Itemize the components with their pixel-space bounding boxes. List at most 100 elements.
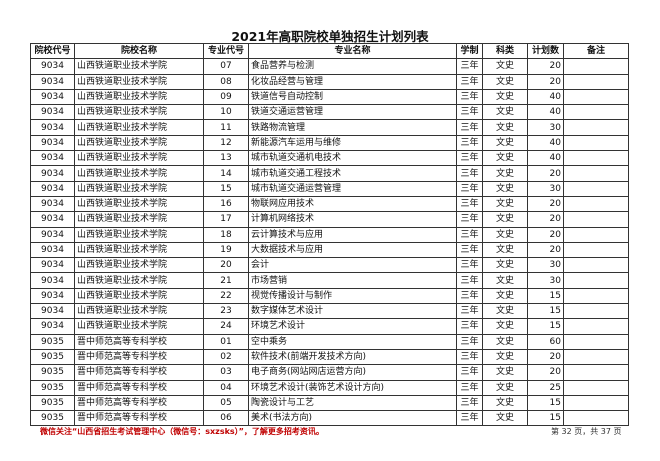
cell-school-code: 9034 [30,287,75,305]
table-row: 9034 山西铁道职业技术学院 21 市场营销 三年 文史 30 [30,272,629,289]
cell-school-code: 9034 [30,119,75,136]
cell-school-name: 山西铁道职业技术学院 [74,88,204,106]
cell-school-name: 山西铁道职业技术学院 [74,150,204,167]
cell-major-name: 物联网应用技术 [248,195,457,213]
cell-school-code: 9034 [30,241,75,259]
cell-major-name: 视觉传播设计与制作 [248,287,457,305]
cell-quota: 15 [527,318,564,335]
cell-duration: 三年 [456,257,483,274]
cell-school-name: 山西铁道职业技术学院 [74,287,204,305]
table-row: 9034 山西铁道职业技术学院 14 城市轨道交通工程技术 三年 文史 20 [30,165,629,182]
cell-duration: 三年 [456,165,483,182]
header-remarks: 备注 [563,42,629,60]
cell-category: 文史 [482,119,528,136]
cell-major-name: 环境艺术设计(装饰艺术设计方向) [248,379,457,396]
cell-major-name: 云计算技术与应用 [248,226,457,243]
cell-category: 文史 [482,165,528,182]
cell-school-code: 9034 [30,211,75,228]
cell-school-name: 山西铁道职业技术学院 [74,318,204,335]
cell-remarks [563,394,629,412]
header-category: 科类 [482,42,528,60]
cell-category: 文史 [482,287,528,305]
cell-school-code: 9035 [30,333,75,350]
cell-remarks [563,318,629,335]
table-row: 9035 晋中师范高等专科学校 05 陶瓷设计与工艺 三年 文史 15 [30,394,629,412]
table-row: 9034 山西铁道职业技术学院 19 大数据技术与应用 三年 文史 20 [30,241,629,259]
cell-remarks [563,150,629,167]
cell-school-name: 晋中师范高等专科学校 [74,333,204,350]
cell-category: 文史 [482,88,528,106]
cell-school-code: 9034 [30,165,75,182]
cell-duration: 三年 [456,410,483,427]
cell-major-name: 市场营销 [248,272,457,289]
table-row: 9034 山西铁道职业技术学院 11 铁路物流管理 三年 文史 30 [30,119,629,136]
cell-remarks [563,88,629,106]
cell-duration: 三年 [456,104,483,121]
cell-major-code: 15 [203,180,249,197]
cell-major-name: 新能源汽车运用与维修 [248,134,457,152]
table-row: 9034 山西铁道职业技术学院 22 视觉传播设计与制作 三年 文史 15 [30,287,629,305]
cell-category: 文史 [482,195,528,213]
table-row: 9034 山西铁道职业技术学院 08 化妆品经营与管理 三年 文史 20 [30,73,629,90]
cell-quota: 20 [527,364,564,381]
cell-quota: 20 [527,58,564,75]
cell-duration: 三年 [456,333,483,350]
cell-major-code: 01 [203,333,249,350]
cell-quota: 40 [527,150,564,167]
cell-school-name: 山西铁道职业技术学院 [74,226,204,243]
cell-school-code: 9034 [30,318,75,335]
cell-duration: 三年 [456,303,483,320]
cell-major-code: 21 [203,272,249,289]
cell-duration: 三年 [456,211,483,228]
cell-duration: 三年 [456,348,483,366]
header-duration: 学制 [456,42,483,60]
cell-duration: 三年 [456,195,483,213]
cell-school-name: 山西铁道职业技术学院 [74,104,204,121]
cell-remarks [563,410,629,427]
cell-quota: 20 [527,195,564,213]
cell-quota: 20 [527,241,564,259]
cell-school-name: 山西铁道职业技术学院 [74,134,204,152]
cell-major-code: 12 [203,134,249,152]
header-school-name: 院校名称 [74,42,204,60]
cell-quota: 20 [527,165,564,182]
cell-school-code: 9035 [30,348,75,366]
table-row: 9034 山西铁道职业技术学院 12 新能源汽车运用与维修 三年 文史 40 [30,134,629,152]
cell-school-code: 9034 [30,88,75,106]
cell-quota: 40 [527,134,564,152]
cell-category: 文史 [482,180,528,197]
cell-remarks [563,379,629,396]
cell-duration: 三年 [456,318,483,335]
cell-school-code: 9034 [30,226,75,243]
cell-major-code: 08 [203,73,249,90]
cell-category: 文史 [482,348,528,366]
cell-duration: 三年 [456,180,483,197]
cell-remarks [563,211,629,228]
cell-school-name: 晋中师范高等专科学校 [74,410,204,427]
cell-school-code: 9034 [30,150,75,167]
table-row: 9034 山西铁道职业技术学院 18 云计算技术与应用 三年 文史 20 [30,226,629,243]
cell-major-name: 铁路物流管理 [248,119,457,136]
cell-major-name: 城市轨道交通机电技术 [248,150,457,167]
cell-school-name: 晋中师范高等专科学校 [74,379,204,396]
table-row: 9035 晋中师范高等专科学校 03 电子商务(网站网店运营方向) 三年 文史 20 [30,364,629,381]
cell-duration: 三年 [456,287,483,305]
table-row: 9034 山西铁道职业技术学院 24 环境艺术设计 三年 文史 15 [30,318,629,335]
header-school-code: 院校代号 [30,42,75,60]
cell-major-name: 铁道交通运营管理 [248,104,457,121]
cell-major-name: 城市轨道交通运营管理 [248,180,457,197]
header-major-code: 专业代号 [203,42,249,60]
cell-major-code: 16 [203,195,249,213]
cell-quota: 30 [527,180,564,197]
cell-school-code: 9035 [30,379,75,396]
cell-major-name: 数字媒体艺术设计 [248,303,457,320]
cell-category: 文史 [482,134,528,152]
cell-major-code: 09 [203,88,249,106]
cell-quota: 20 [527,226,564,243]
cell-quota: 20 [527,211,564,228]
cell-duration: 三年 [456,241,483,259]
table-header-row: 院校代号 院校名称 专业代号 专业名称 学制 科类 计划数 备注 [30,42,629,60]
cell-quota: 30 [527,257,564,274]
cell-duration: 三年 [456,73,483,90]
table-row: 9034 山西铁道职业技术学院 17 计算机网络技术 三年 文史 20 [30,211,629,228]
